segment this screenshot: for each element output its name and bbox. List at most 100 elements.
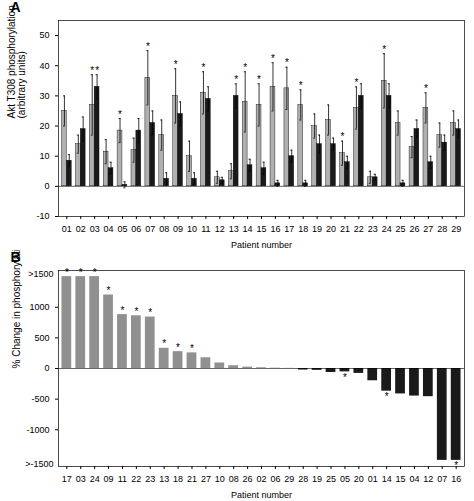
svg-text:*: * — [93, 267, 97, 278]
svg-text:>1500: >1500 — [28, 269, 53, 279]
svg-text:Akt T308 phosphorylation(arbit: Akt T308 phosphorylation(arbitrary units… — [6, 5, 27, 118]
svg-text:*: * — [285, 57, 289, 68]
svg-text:11: 11 — [201, 224, 210, 234]
svg-text:A: A — [11, 0, 21, 15]
svg-text:500: 500 — [34, 333, 49, 343]
svg-text:26: 26 — [243, 474, 253, 484]
svg-text:13: 13 — [229, 224, 239, 234]
svg-text:01: 01 — [62, 224, 72, 234]
svg-text:40: 40 — [39, 61, 49, 71]
svg-text:17: 17 — [62, 474, 72, 484]
svg-text:*: * — [271, 53, 275, 64]
svg-text:07: 07 — [145, 224, 155, 234]
svg-text:*: * — [148, 307, 152, 318]
svg-text:*: * — [79, 267, 83, 278]
svg-text:04: 04 — [409, 474, 419, 484]
svg-text:29: 29 — [284, 474, 294, 484]
svg-text:*: * — [299, 80, 303, 91]
svg-text:23: 23 — [368, 224, 378, 234]
svg-text:16: 16 — [451, 474, 461, 484]
svg-text:03: 03 — [90, 224, 100, 234]
svg-text:08: 08 — [159, 224, 169, 234]
svg-text:1000: 1000 — [29, 302, 49, 312]
svg-text:*: * — [341, 131, 345, 142]
svg-text:-500: -500 — [31, 394, 49, 404]
svg-text:*: * — [121, 305, 125, 316]
svg-text:03: 03 — [76, 474, 86, 484]
svg-text:19: 19 — [312, 474, 322, 484]
svg-text:*: * — [454, 460, 458, 471]
svg-text:15: 15 — [396, 474, 406, 484]
svg-text:05: 05 — [117, 224, 127, 234]
svg-text:06: 06 — [131, 224, 141, 234]
svg-text:*: * — [385, 391, 389, 402]
svg-text:16: 16 — [270, 224, 280, 234]
svg-text:24: 24 — [90, 474, 100, 484]
svg-text:09: 09 — [173, 224, 183, 234]
svg-text:27: 27 — [423, 224, 433, 234]
svg-text:10: 10 — [39, 151, 49, 161]
svg-text:*: * — [90, 65, 94, 76]
svg-text:*: * — [234, 74, 238, 85]
svg-text:26: 26 — [409, 224, 419, 234]
svg-text:15: 15 — [256, 224, 266, 234]
svg-text:*: * — [118, 109, 122, 120]
svg-text:18: 18 — [298, 224, 308, 234]
svg-text:*: * — [424, 83, 428, 94]
svg-text:07: 07 — [437, 474, 447, 484]
svg-text:28: 28 — [437, 224, 447, 234]
svg-text:08: 08 — [229, 474, 239, 484]
svg-text:*: * — [65, 267, 69, 278]
svg-text:*: * — [174, 59, 178, 70]
svg-text:02: 02 — [76, 224, 86, 234]
svg-text:24: 24 — [382, 224, 392, 234]
svg-text:13: 13 — [159, 474, 169, 484]
svg-text:18: 18 — [173, 474, 183, 484]
svg-text:*: * — [354, 77, 358, 88]
svg-text:*: * — [146, 41, 150, 52]
svg-text:21: 21 — [187, 474, 197, 484]
svg-text:02: 02 — [256, 474, 266, 484]
svg-text:10: 10 — [187, 224, 197, 234]
svg-text:*: * — [95, 65, 99, 76]
svg-text:28: 28 — [298, 474, 308, 484]
svg-text:30: 30 — [39, 91, 49, 101]
svg-text:*: * — [257, 74, 261, 85]
svg-text:04: 04 — [104, 224, 114, 234]
svg-text:05: 05 — [340, 474, 350, 484]
svg-text:% Change in phosphorylation: % Change in phosphorylation — [11, 250, 22, 369]
svg-text:Patient number: Patient number — [231, 240, 292, 250]
svg-text:20: 20 — [326, 224, 336, 234]
svg-text:22: 22 — [354, 224, 364, 234]
svg-text:06: 06 — [270, 474, 280, 484]
svg-text:14: 14 — [382, 474, 392, 484]
svg-text:*: * — [134, 306, 138, 317]
svg-text:Patient number: Patient number — [231, 490, 292, 500]
svg-text:11: 11 — [118, 474, 127, 484]
svg-text:-10: -10 — [36, 211, 49, 221]
svg-text:22: 22 — [131, 474, 141, 484]
svg-text:*: * — [382, 44, 386, 55]
svg-text:19: 19 — [312, 224, 322, 234]
svg-text:20: 20 — [39, 121, 49, 131]
svg-text:21: 21 — [340, 224, 350, 234]
svg-text:*: * — [162, 338, 166, 349]
svg-text:B: B — [11, 250, 21, 265]
svg-text:*: * — [343, 372, 347, 383]
svg-text:*: * — [201, 62, 205, 73]
svg-text:0: 0 — [44, 363, 49, 373]
svg-text:0: 0 — [44, 181, 49, 191]
svg-text:-1000: -1000 — [26, 425, 49, 435]
svg-text:09: 09 — [104, 474, 114, 484]
svg-text:12: 12 — [423, 474, 433, 484]
svg-text:23: 23 — [145, 474, 155, 484]
svg-text:29: 29 — [451, 224, 461, 234]
svg-text:27: 27 — [201, 474, 211, 484]
svg-text:*: * — [190, 343, 194, 354]
svg-text:>-1500: >-1500 — [25, 459, 53, 469]
svg-text:25: 25 — [326, 474, 336, 484]
svg-text:*: * — [176, 342, 180, 353]
svg-text:01: 01 — [368, 474, 378, 484]
svg-text:14: 14 — [243, 224, 253, 234]
svg-text:*: * — [243, 62, 247, 73]
